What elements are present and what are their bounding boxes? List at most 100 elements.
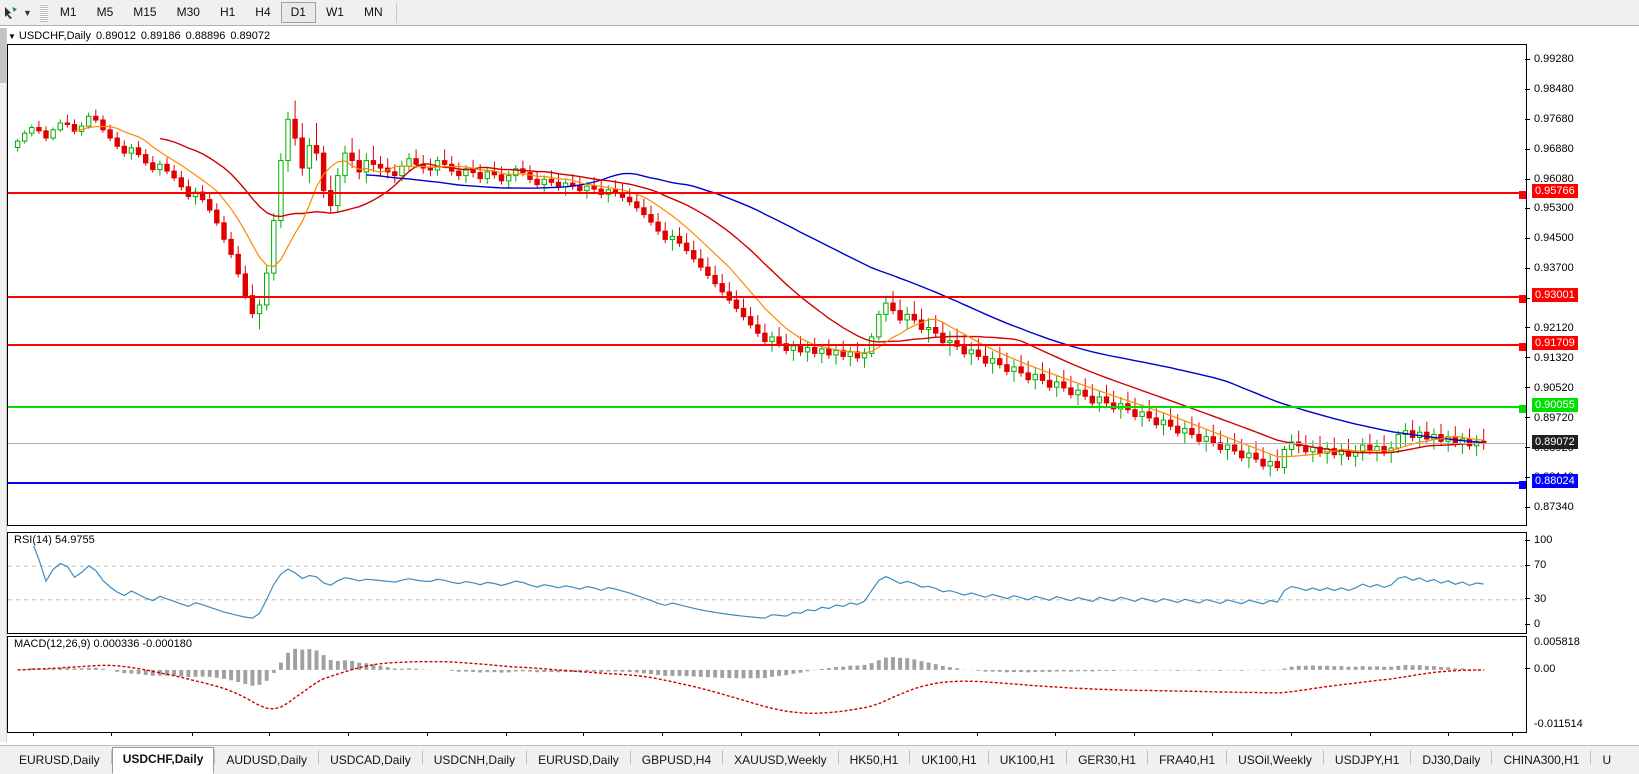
chart-tab-usdjpy-h1[interactable]: USDJPY,H1 (1334, 753, 1400, 767)
y-tick-label: 0.93700 (1525, 262, 1574, 274)
timeframe-mn[interactable]: MN (363, 5, 383, 19)
tab-divider (1491, 750, 1493, 764)
tab-divider (909, 750, 911, 764)
date-x-axis-ticks[interactable] (7, 732, 1525, 742)
rsi-pane[interactable]: RSI(14) 54.9755 (7, 532, 1527, 634)
y-tick-label: 0.96880 (1525, 143, 1574, 155)
hline-support-3[interactable] (8, 405, 1526, 414)
price-y-axis[interactable]: 0.99280 0.98480 0.97680 0.96880 0.96080 0.953… (1525, 44, 1639, 524)
chart-tabs: EURUSD,Daily USDCHF,Daily AUDUSD,Daily USDC… (0, 745, 1639, 774)
x-tick (506, 732, 507, 736)
x-tick (427, 732, 428, 736)
hline-handle-icon[interactable] (1519, 190, 1526, 199)
macd-y-tick-label: -0.011514 (1534, 718, 1583, 730)
chart-tab-u[interactable]: U (1602, 753, 1612, 767)
x-tick (1134, 732, 1135, 736)
y-price-tag-resistance-2[interactable]: 0.91709 (1532, 336, 1578, 351)
chevron-down-icon[interactable]: ▼ (23, 7, 32, 18)
tab-divider (1590, 750, 1592, 764)
chart-tab-usoil-weekly[interactable]: USOil,Weekly (1238, 753, 1312, 767)
y-price-tag-support-3[interactable]: 0.90055 (1532, 398, 1578, 413)
chart-tab-eurusd-daily[interactable]: EURUSD,Daily (538, 753, 619, 767)
toolbar: ▼ M1 M5 M15 M30 H1 H4 D1 W1 MN (0, 0, 1639, 26)
chart-tab-uk100-h1[interactable]: UK100,H1 (999, 753, 1056, 767)
hline-resistance-1[interactable] (8, 294, 1526, 303)
y-price-tag-support-5[interactable]: 0.88024 (1532, 474, 1578, 489)
chart-tab-ger30-h1[interactable]: GER30,H1 (1078, 753, 1137, 767)
chart-tab-hk50-h1[interactable]: HK50,H1 (849, 753, 899, 767)
macd-y-tick-label: 0.005818 (1534, 636, 1580, 648)
y-tick-label: 0.91320 (1525, 352, 1574, 364)
chart-tab-china300-h1[interactable]: CHINA300,H1 (1503, 753, 1580, 767)
x-tick (1055, 732, 1056, 736)
chart-tab-audusd-daily[interactable]: AUDUSD,Daily (226, 753, 308, 767)
timeframe-h1[interactable]: H1 (219, 5, 236, 19)
tab-divider (1066, 750, 1068, 764)
x-tick (1212, 732, 1213, 736)
x-tick (1512, 732, 1513, 736)
rsi-y-tick-label: 100 (1525, 534, 1552, 546)
y-tick-label: 0.98480 (1525, 83, 1574, 95)
x-tick (977, 732, 978, 736)
chart-tab-usdcad-daily[interactable]: USDCAD,Daily (330, 753, 411, 767)
macd-pane[interactable]: MACD(12,26,9) 0.000336 -0.000180 (7, 636, 1527, 733)
tab-divider (421, 750, 423, 764)
x-tick (741, 732, 742, 736)
symbol-name: USDCHF,Daily (18, 30, 92, 42)
hline-resistance-0[interactable] (8, 190, 1526, 199)
hline-handle-icon[interactable] (1519, 405, 1526, 414)
rsi-plot (8, 540, 1524, 619)
chart-tab-usdchf-daily[interactable]: USDCHF,Daily (111, 747, 215, 774)
tab-divider (526, 750, 528, 764)
x-tick (111, 732, 112, 736)
hline-handle-icon[interactable] (1519, 343, 1526, 352)
timeframe-m5[interactable]: M5 (96, 5, 114, 19)
timeframe-d1[interactable]: D1 (280, 2, 316, 23)
y-price-tag-resistance-1[interactable]: 0.93001 (1532, 287, 1578, 302)
tab-divider (1322, 750, 1324, 764)
chart-tab-eurusd-daily[interactable]: EURUSD,Daily (19, 753, 100, 767)
y-price-tag-current-price-4[interactable]: 0.89072 (1532, 435, 1578, 449)
hline-resistance-2[interactable] (8, 343, 1526, 352)
chart-tab-gbpusd-h4[interactable]: GBPUSD,H4 (641, 753, 712, 767)
chart-collapse-icon[interactable]: ▼ (8, 32, 16, 41)
tab-divider (214, 750, 216, 764)
x-tick (662, 732, 663, 736)
price-pane[interactable] (7, 44, 1527, 526)
hline-handle-icon[interactable] (1519, 294, 1526, 303)
tab-divider (1226, 750, 1228, 764)
y-price-tag-resistance-0[interactable]: 0.95766 (1532, 183, 1578, 198)
chart-tab-fra40-h1[interactable]: FRA40,H1 (1159, 753, 1216, 767)
x-tick (1370, 732, 1371, 736)
chart-tabbar: EURUSD,Daily USDCHF,Daily AUDUSD,Daily USDC… (0, 744, 1639, 774)
x-tick (1291, 732, 1292, 736)
chart-tab-uk100-h1[interactable]: UK100,H1 (921, 753, 977, 767)
toolbar-drag-handle[interactable] (39, 3, 48, 22)
timeframe-m30[interactable]: M30 (176, 5, 200, 19)
x-tick (583, 732, 584, 736)
hline-handle-icon[interactable] (1519, 481, 1526, 490)
y-tick-label: 0.89720 (1525, 412, 1574, 424)
timeframe-m15[interactable]: M15 (133, 5, 157, 19)
crosshair-cursor-icon[interactable] (0, 3, 22, 23)
timeframe-m1[interactable]: M1 (59, 5, 77, 19)
tab-divider (1147, 750, 1149, 764)
chart-area: ▼ USDCHF,Daily 0.89012 0.89186 0.88896 0.8907… (0, 26, 1639, 760)
chart-tab-usdcnh-daily[interactable]: USDCNH,Daily (433, 753, 516, 767)
chart-tab-dj30-daily[interactable]: DJ30,Daily (1422, 753, 1481, 767)
ohlc-open: 0.89012 (96, 30, 136, 42)
tab-divider (987, 750, 989, 764)
rsi-indicator-label: RSI(14) 54.9755 (12, 534, 97, 546)
y-tick-label: 0.96080 (1525, 173, 1574, 185)
macd-plot (17, 648, 1486, 715)
y-tick-label: 0.95300 (1525, 202, 1574, 214)
timeframe-w1[interactable]: W1 (325, 5, 344, 19)
hline-current-price-4[interactable] (8, 443, 1526, 444)
hline-support-5[interactable] (8, 481, 1526, 490)
candlestick-plot (14, 100, 1487, 477)
chart-vertical-scrollbar[interactable] (0, 28, 7, 742)
macd-indicator-label: MACD(12,26,9) 0.000336 -0.000180 (12, 638, 194, 650)
timeframe-h4[interactable]: H4 (255, 5, 271, 19)
chart-tab-xauusd-weekly[interactable]: XAUUSD,Weekly (734, 753, 827, 767)
tab-divider (722, 750, 724, 764)
